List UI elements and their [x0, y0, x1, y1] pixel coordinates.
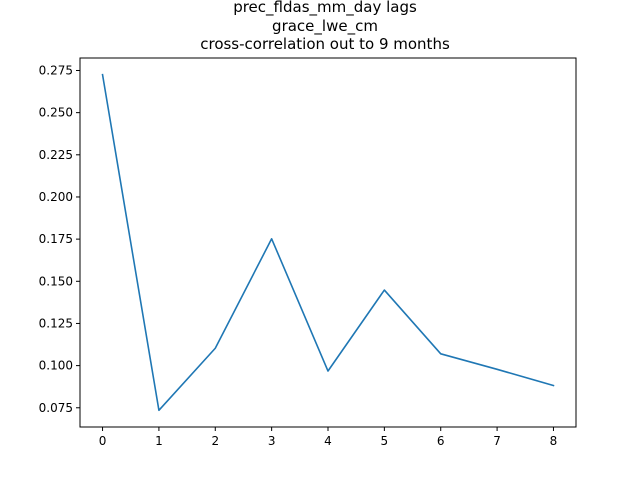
- x-tick-label: 6: [437, 434, 445, 448]
- y-tick-label: 0.250: [39, 106, 73, 120]
- x-axis-ticks: 0 1 2 3 4 5 6 7 8: [99, 427, 558, 448]
- title-line-1: prec_fldas_mm_day lags: [233, 0, 417, 17]
- y-tick-label: 0.200: [39, 190, 73, 204]
- chart-title: prec_fldas_mm_day lags grace_lwe_cm cros…: [200, 0, 450, 53]
- x-tick-label: 3: [268, 434, 276, 448]
- x-tick-label: 0: [99, 434, 107, 448]
- series-line: [101, 73, 555, 412]
- y-tick-label: 0.225: [39, 148, 73, 162]
- x-tick-label: 5: [381, 434, 389, 448]
- y-tick-label: 0.125: [39, 316, 73, 330]
- y-tick-label: 0.075: [39, 401, 73, 415]
- title-line-3: cross-correlation out to 9 months: [200, 35, 450, 53]
- x-tick-label: 8: [550, 434, 558, 448]
- y-tick-label: 0.275: [39, 63, 73, 77]
- x-tick-label: 1: [155, 434, 163, 448]
- x-tick-label: 4: [324, 434, 332, 448]
- x-tick-label: 2: [211, 434, 219, 448]
- y-axis-ticks: 0.075 0.100 0.125 0.150 0.175 0.200 0.225 0.250…: [39, 63, 80, 415]
- plot-frame: [79, 57, 577, 428]
- y-tick-label: 0.175: [39, 232, 73, 246]
- title-line-2: grace_lwe_cm: [272, 17, 378, 36]
- y-tick-label: 0.100: [39, 359, 73, 373]
- y-tick-label: 0.150: [39, 274, 73, 288]
- x-tick-label: 7: [493, 434, 501, 448]
- series-layer: [101, 73, 555, 412]
